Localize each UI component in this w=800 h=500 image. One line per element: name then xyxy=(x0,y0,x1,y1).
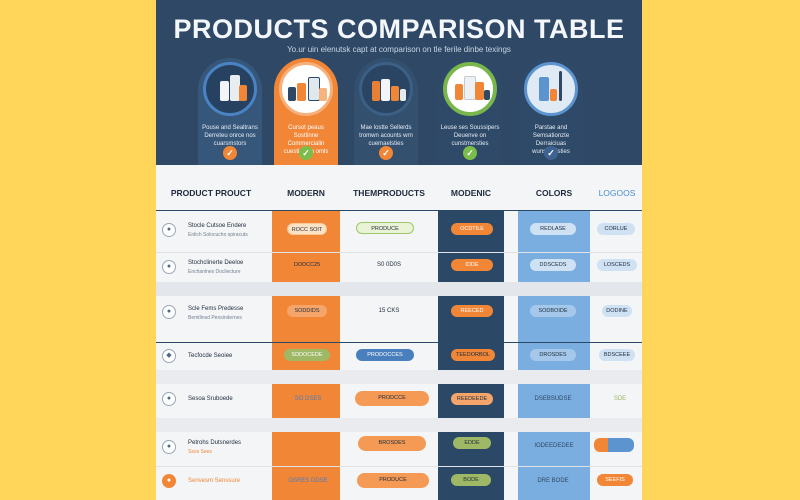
product-card-4[interactable]: Leuse ses Soussipers Deuenve on cunstmer… xyxy=(438,58,502,165)
product-row-icon: ● xyxy=(162,440,176,454)
product-image-1 xyxy=(203,62,257,116)
colors-value: DDSCEDS xyxy=(530,259,576,271)
row-spacer xyxy=(156,418,642,432)
logoos-value: SEEFIS xyxy=(597,474,633,486)
modern-value: OSRES DDSE xyxy=(288,478,328,484)
table-row: ● Scle Fems Predesse Bemtlinsd Pensinder… xyxy=(156,296,642,336)
row-spacer xyxy=(156,370,642,384)
product-card-3[interactable]: Mae lostte Sellerds tromwn acounts wrn c… xyxy=(354,58,418,165)
header-themproducts: THEMPRODUCTS xyxy=(353,188,425,198)
product-row-icon: ● xyxy=(162,305,176,319)
modern-value: DODCC25 xyxy=(293,262,321,268)
product-row-icon: ● xyxy=(162,392,176,406)
product-card-text: Leuse ses Soussipers Deuenve on cunstmer… xyxy=(440,125,500,147)
table-row: ● Senvesm Senssure OSRES DDSE PRODUCE BO… xyxy=(156,468,642,500)
product-name: Sesoa Sruboede xyxy=(188,396,233,402)
product-row-icon: ● xyxy=(162,223,176,237)
product-name: Stocle Cutsoe Endere xyxy=(188,223,247,229)
row-spacer xyxy=(156,282,642,296)
modenic-value: OCDTILE xyxy=(451,223,493,235)
colors-value: DROSDES xyxy=(530,349,576,361)
modenic-value: TEEDORBOL xyxy=(451,349,495,361)
product-image-2 xyxy=(279,62,333,116)
modern-value: SDDOCEDE xyxy=(284,349,330,361)
check-icon: ✓ xyxy=(463,146,477,160)
logoos-value: CORLUE xyxy=(597,223,635,235)
check-icon: ✓ xyxy=(299,146,313,160)
header-colors: COLORS xyxy=(518,176,590,210)
colors-value: IODEEDEDEE xyxy=(534,443,574,449)
product-sub: Enchanlnes Docliecture xyxy=(188,269,241,275)
product-name: Stochclinerte Deeloe xyxy=(188,260,244,266)
table-row: ● Stochclinerte Deeloe Enchanlnes Doclie… xyxy=(156,253,642,293)
product-image-3 xyxy=(359,62,413,116)
divider xyxy=(156,252,642,253)
modenic-value: BODE xyxy=(451,474,491,486)
table-row: ● Sesoa Sruboede SO DSES PRODCCE REEDEED… xyxy=(156,384,642,424)
product-card-text: Pouse and Sealtrans Derreteu onrce nos c… xyxy=(202,125,258,147)
themproducts-value: 15 CKS xyxy=(378,308,400,314)
modern-value: SO DSES xyxy=(294,396,322,402)
product-image-4 xyxy=(443,62,497,116)
modenic-value: REEDEEDE xyxy=(451,393,493,405)
logoos-value: LOSCEDS xyxy=(597,259,637,271)
logoos-value: DODINE xyxy=(602,305,632,317)
product-row-icon: ● xyxy=(162,474,176,488)
product-card-text: Mae lostte Sellerds tromwn acounts wrn c… xyxy=(359,125,413,147)
themproducts-value: S0 0D0S xyxy=(376,262,401,268)
product-name: Tecfocde Seoiee xyxy=(188,353,233,359)
header-modenic: MODENIC xyxy=(438,176,504,210)
product-image-5 xyxy=(524,62,578,116)
product-card-1[interactable]: Pouse and Sealtrans Derreteu onrce nos c… xyxy=(198,58,262,165)
modern-value: ROCC SOIT xyxy=(287,223,327,235)
divider xyxy=(156,342,642,343)
logoos-toggle[interactable] xyxy=(594,438,634,452)
product-row-icon: ◆ xyxy=(162,349,176,363)
product-card-2[interactable]: Cursot peaus Sostlinne Commercialin cues… xyxy=(274,58,338,165)
colors-value: DRE BODE xyxy=(537,478,569,484)
logoos-value: SDE xyxy=(613,396,627,402)
infographic-sheet: PRODUCTS COMPARISON TABLE Yo.ur uin elen… xyxy=(156,0,642,500)
product-card-5[interactable]: Parstae and Semsationzte Derraiciuas wun… xyxy=(519,58,583,165)
themproducts-value: PRODUCE xyxy=(357,473,429,488)
product-sub: Bemtlinsd Pensindernes xyxy=(188,315,242,321)
divider xyxy=(156,466,642,467)
header-logoos: LOGOOS xyxy=(598,188,636,198)
themproducts-value: PRODOCCES xyxy=(356,349,414,361)
check-icon: ✓ xyxy=(544,146,558,160)
table-row: ◆ Tecfocde Seoiee SDDOCEDE PRODOCCES TEE… xyxy=(156,343,642,383)
hero-banner: PRODUCTS COMPARISON TABLE Yo.ur uin elen… xyxy=(156,0,642,165)
product-row-icon: ● xyxy=(162,260,176,274)
page-title: PRODUCTS COMPARISON TABLE xyxy=(173,14,625,44)
divider xyxy=(156,210,642,211)
colors-value: DSEBSUDSE xyxy=(534,396,572,402)
product-name: Scle Fems Predesse xyxy=(188,306,244,312)
page-subtitle: Yo.ur uin elenutsk capt at comparison on… xyxy=(287,45,511,54)
colors-value: REDLASE xyxy=(530,223,576,235)
table-header-row: PRODUCT PROUCT MODERN THEMPRODUCTS MODEN… xyxy=(156,176,642,210)
product-name: Petrohs Dutsnerdes xyxy=(188,440,242,446)
modenic-value: EDDE xyxy=(453,437,491,449)
modern-value: SO0 CDS xyxy=(294,443,322,449)
product-name: Senvesm Senssure xyxy=(188,478,241,484)
themproducts-value: PRODUCE xyxy=(356,222,414,234)
product-sub: Enlich Solocucho spiracuts xyxy=(188,232,248,238)
product-sub: Ssos Sees xyxy=(188,449,212,455)
header-product: PRODUCT PROUCT xyxy=(170,188,252,198)
modenic-value: REECED xyxy=(451,305,493,317)
check-icon: ✓ xyxy=(223,146,237,160)
modenic-value: IDDE xyxy=(451,259,493,271)
check-icon: ✓ xyxy=(379,146,393,160)
modern-value: SODDIDS xyxy=(287,305,327,317)
header-modern: MODERN xyxy=(272,176,340,210)
colors-value: SODBOIDE xyxy=(530,305,576,317)
themproducts-value: BROSDES xyxy=(358,436,426,451)
table-row: ● Stocle Cutsoe Endere Enlich Solocucho … xyxy=(156,212,642,252)
themproducts-value: PRODCCE xyxy=(355,391,429,406)
logoos-value: BDSCEEE xyxy=(599,349,635,361)
table-row: ● Petrohs Dutsnerdes Ssos Sees SO0 CDS B… xyxy=(156,432,642,472)
